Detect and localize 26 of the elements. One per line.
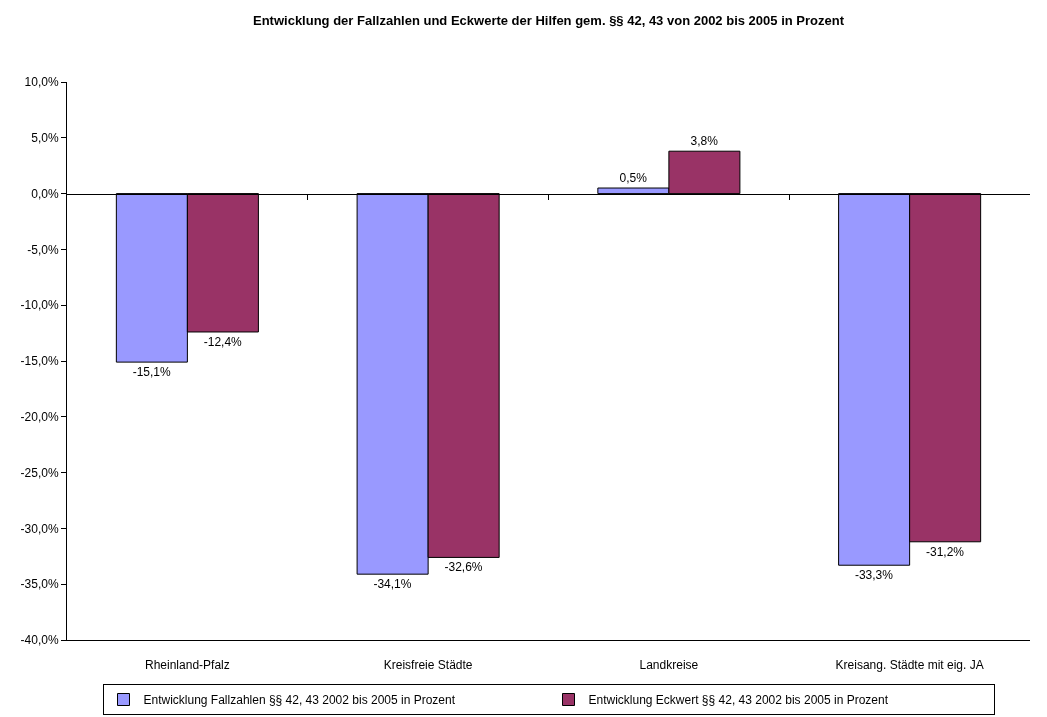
y-tick-label: -15,0%	[20, 354, 59, 369]
y-tick-label: -35,0%	[20, 577, 59, 592]
y-tick-label: -25,0%	[20, 465, 59, 480]
data-label: -32,6%	[444, 560, 483, 575]
y-tick-label: -20,0%	[20, 410, 59, 424]
data-label: -12,4%	[203, 334, 243, 349]
data-label: 3,8%	[690, 134, 719, 149]
y-tick-label: 0,0%	[31, 186, 59, 201]
x-tick-label: Kreisang. Städte mit eig. JA	[835, 658, 984, 673]
y-tick-label: -5,0%	[27, 242, 59, 257]
data-label: -15,1%	[132, 365, 172, 380]
legend-label: Entwicklung Fallzahlen §§ 42, 43 2002 bis 2005 in Prozent	[143, 693, 456, 708]
data-label: -33,3%	[854, 568, 894, 583]
chart-title: Entwicklung der Fallzahlen und Eckwerte der Hilfen gem. §§ 42, 43 von 2002 bis 2005 in Prozent	[253, 12, 845, 28]
y-tick-label: -40,0%	[20, 633, 59, 648]
legend-label: Entwicklung Eckwert §§ 42, 43 2002 bis 2005 in Prozent	[588, 693, 889, 708]
y-tick-label: -10,0%	[20, 298, 59, 313]
data-label: -31,2%	[925, 544, 965, 559]
y-tick-label: 5,0%	[31, 131, 59, 145]
y-tick-label: -30,0%	[20, 521, 59, 536]
x-tick-label: Rheinland-Pfalz	[145, 658, 230, 673]
x-tick-label: Landkreise	[639, 658, 699, 673]
y-tick-label: 10,0%	[24, 75, 59, 90]
data-label: -34,1%	[373, 577, 412, 592]
data-label: 0,5%	[619, 171, 648, 186]
x-tick-label: Kreisfreie Städte	[383, 658, 473, 673]
